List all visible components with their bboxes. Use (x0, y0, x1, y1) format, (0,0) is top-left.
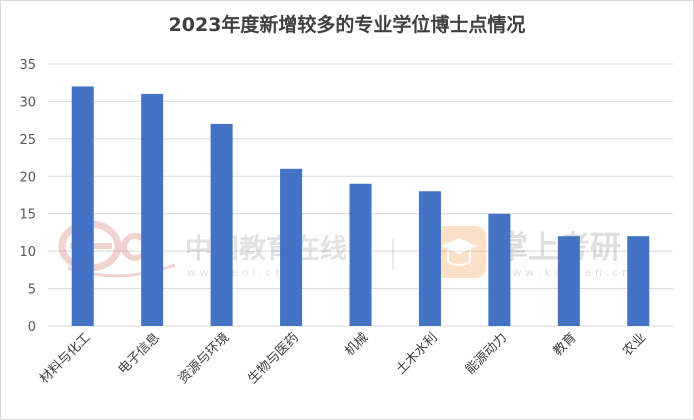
x-tick-label: 材料与化工 (37, 330, 94, 387)
x-tick-label: 生物与医药 (245, 330, 302, 387)
y-tick-label: 35 (19, 58, 36, 73)
bar (141, 93, 164, 326)
x-tick-label: 电子信息 (115, 330, 163, 378)
y-tick-label: 30 (19, 95, 36, 110)
eol-url: w w w . e o l . c n (187, 266, 282, 279)
x-tick-label: 资源与环境 (176, 330, 233, 387)
y-tick-label: 20 (19, 170, 36, 185)
kaoyan-watermark: 掌上考研 w w w . k a o y a n . c n (432, 226, 629, 279)
y-tick-label: 0 (28, 320, 36, 335)
y-tick-label: 15 (19, 208, 36, 223)
eol-logo-text: 中国教育在线 (185, 233, 347, 265)
bar (210, 123, 233, 326)
chart-title: 2023年度新增较多的专业学位博士点情况 (168, 14, 526, 36)
bar (557, 236, 580, 326)
x-tick-label: 农业 (620, 330, 649, 359)
y-tick-label: 25 (19, 133, 36, 148)
x-tick-label: 机械 (342, 330, 371, 359)
bar (349, 183, 372, 326)
x-axis-labels: 材料与化工 电子信息 资源与环境 生物与医药 机械 土木水利 能源动力 教育 农业 (37, 330, 649, 387)
bar (488, 213, 511, 326)
x-tick-label: 土木水利 (393, 330, 440, 377)
bar (627, 236, 650, 326)
y-tick-label: 10 (19, 245, 36, 260)
y-axis-ticks: 0 5 10 15 20 25 30 35 (19, 58, 36, 335)
y-tick-label: 5 (28, 283, 36, 298)
bar (280, 168, 303, 326)
bar (418, 191, 441, 326)
bars (71, 86, 650, 326)
x-tick-label: 能源动力 (463, 330, 510, 377)
bar (71, 86, 94, 326)
x-tick-label: 教育 (550, 330, 580, 360)
